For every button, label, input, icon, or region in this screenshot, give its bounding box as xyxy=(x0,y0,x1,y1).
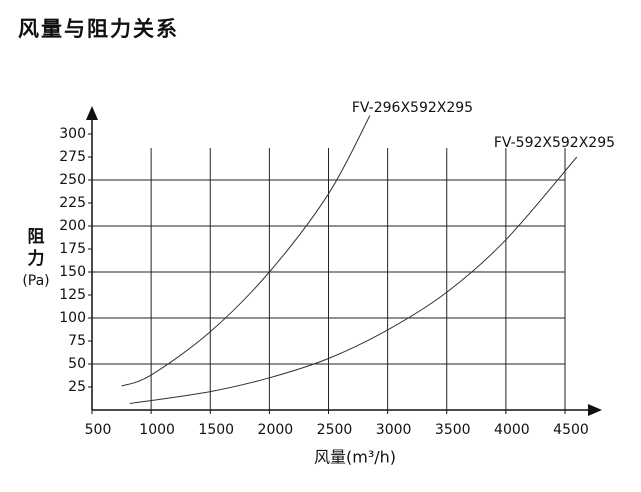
x-axis-arrow xyxy=(588,404,602,416)
y-tick-label: 50 xyxy=(68,356,86,372)
x-tick-label: 4500 xyxy=(553,422,589,438)
series-label: FV-296X592X295 xyxy=(352,100,473,116)
y-axis-label: 阻 xyxy=(28,227,45,247)
x-tick-label: 2500 xyxy=(317,422,353,438)
x-tick-label: 3500 xyxy=(435,422,471,438)
y-axis-arrow xyxy=(86,106,98,120)
series-label: FV-592X592X295 xyxy=(494,135,615,151)
y-tick-label: 100 xyxy=(59,310,86,326)
x-axis-label: 风量(m³/h) xyxy=(314,448,396,467)
y-tick-label: 125 xyxy=(59,287,86,303)
y-axis-label: (Pa) xyxy=(22,273,49,289)
y-tick-label: 75 xyxy=(68,333,86,349)
chart-title: 风量与阻力关系 xyxy=(18,17,179,41)
y-tick-label: 150 xyxy=(59,264,86,280)
y-tick-label: 300 xyxy=(59,126,86,142)
y-tick-label: 175 xyxy=(59,241,86,257)
x-tick-label: 1500 xyxy=(198,422,234,438)
series-line xyxy=(121,115,371,387)
x-tick-label: 2000 xyxy=(258,422,294,438)
x-tick-label: 500 xyxy=(85,422,112,438)
y-tick-label: 275 xyxy=(59,149,86,165)
x-tick-label: 4000 xyxy=(494,422,530,438)
series-line xyxy=(129,156,578,405)
y-tick-label: 250 xyxy=(59,172,86,188)
y-tick-label: 225 xyxy=(59,195,86,211)
y-axis-label: 力 xyxy=(28,248,45,269)
y-tick-label: 25 xyxy=(68,379,86,395)
y-tick-label: 200 xyxy=(59,218,86,234)
x-tick-label: 1000 xyxy=(139,422,175,438)
x-tick-label: 3000 xyxy=(376,422,412,438)
